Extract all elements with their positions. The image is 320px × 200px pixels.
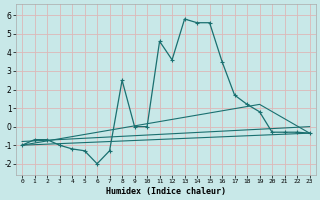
X-axis label: Humidex (Indice chaleur): Humidex (Indice chaleur) (106, 187, 226, 196)
